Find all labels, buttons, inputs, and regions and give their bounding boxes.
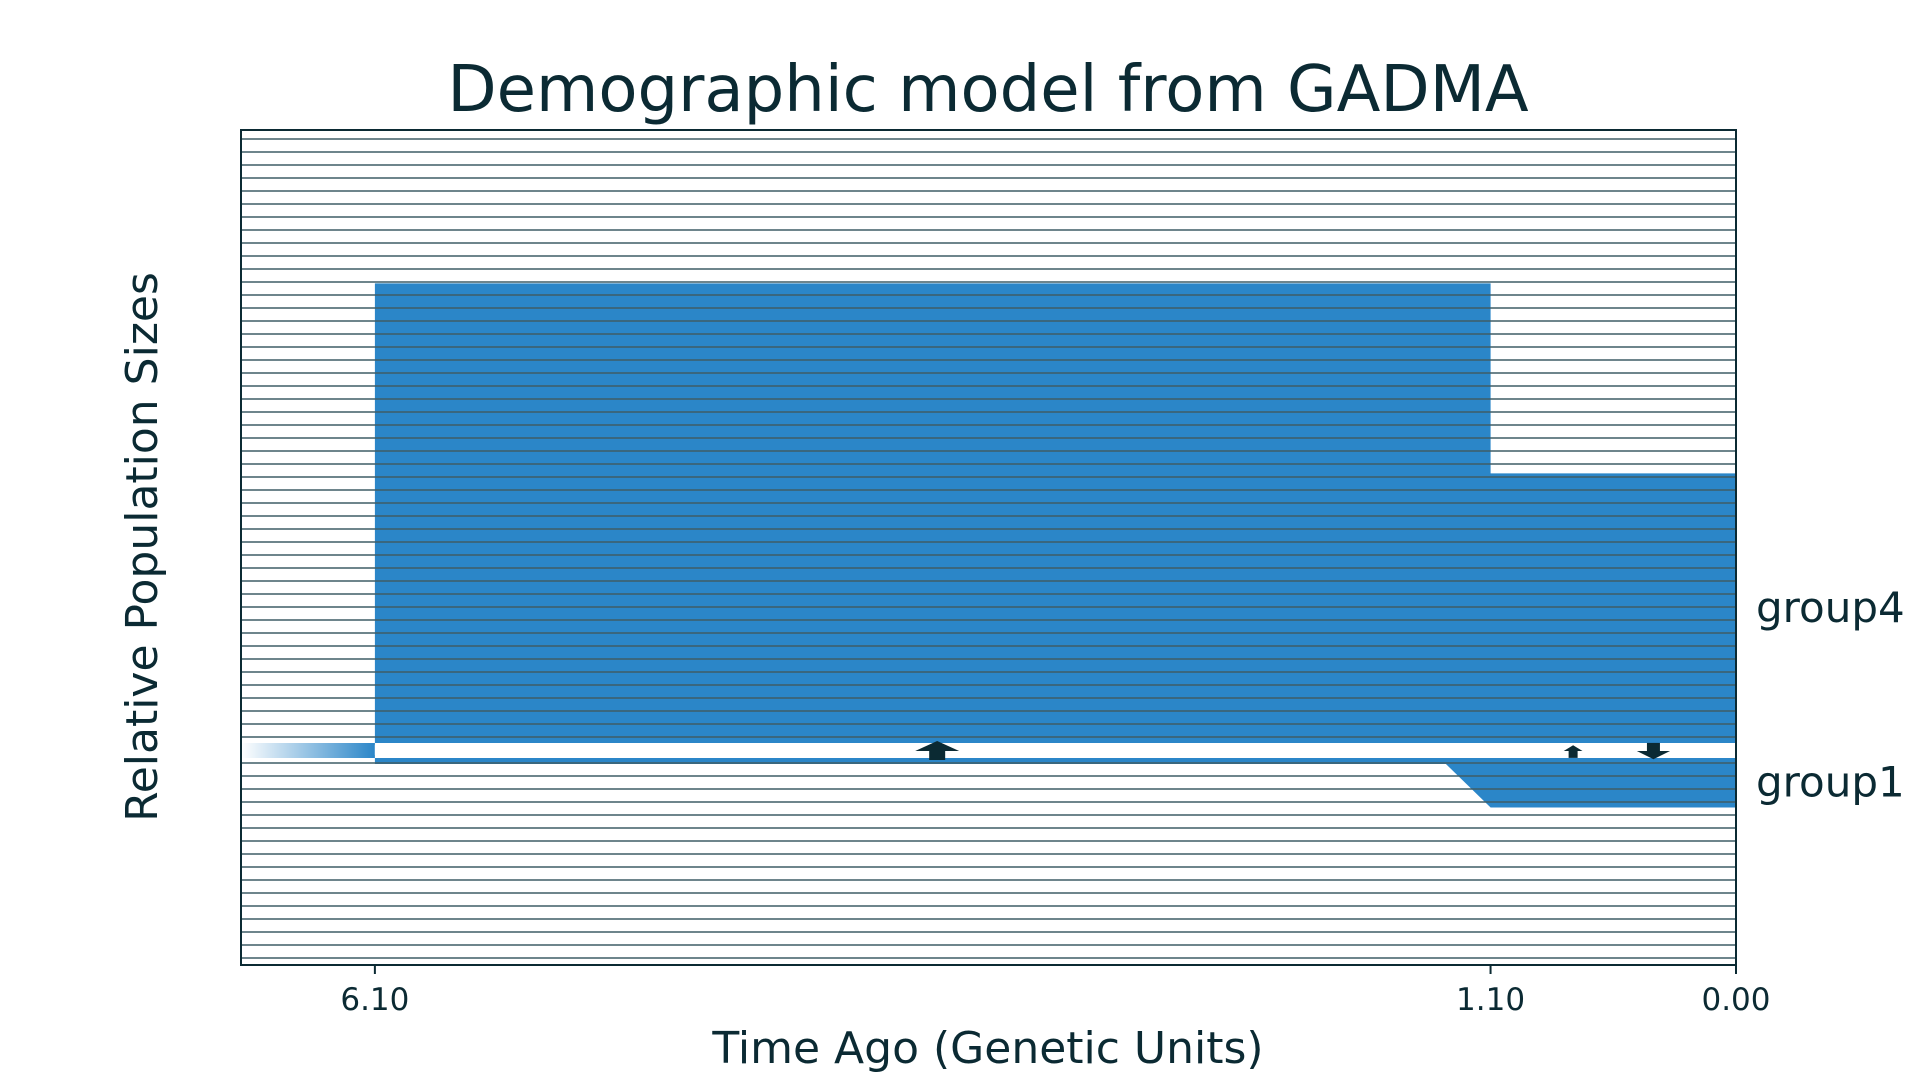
migration-arrow-shaft [1646,742,1660,751]
chart-title: Demographic model from GADMA [447,53,1529,127]
population-label: group1 [1756,758,1905,807]
x-axis: 6.10 1.10 0.00 [340,965,1771,1018]
x-tick-label: 0.00 [1701,982,1770,1018]
migration-arrow-1 [915,741,960,751]
split-gap [374,745,1736,755]
migration-arrow-shaft [1568,751,1578,758]
migration-arrows [915,741,1671,760]
x-tick-label: 6.10 [340,982,409,1018]
population-label: group4 [1756,583,1905,632]
ancestral-population-fill [241,743,375,758]
plot-frame [240,129,1737,966]
y-axis-label: Relative Population Sizes [117,272,168,822]
x-tick-label: 1.10 [1456,982,1525,1018]
migration-arrow-2 [1563,745,1583,751]
migration-arrow-3 [1636,751,1671,760]
migration-arrow-shaft [929,751,946,760]
grid-lines [241,138,1736,959]
population-labels: group1 group4 [1756,583,1905,807]
x-axis-label: Time Ago (Genetic Units) [711,1023,1263,1074]
